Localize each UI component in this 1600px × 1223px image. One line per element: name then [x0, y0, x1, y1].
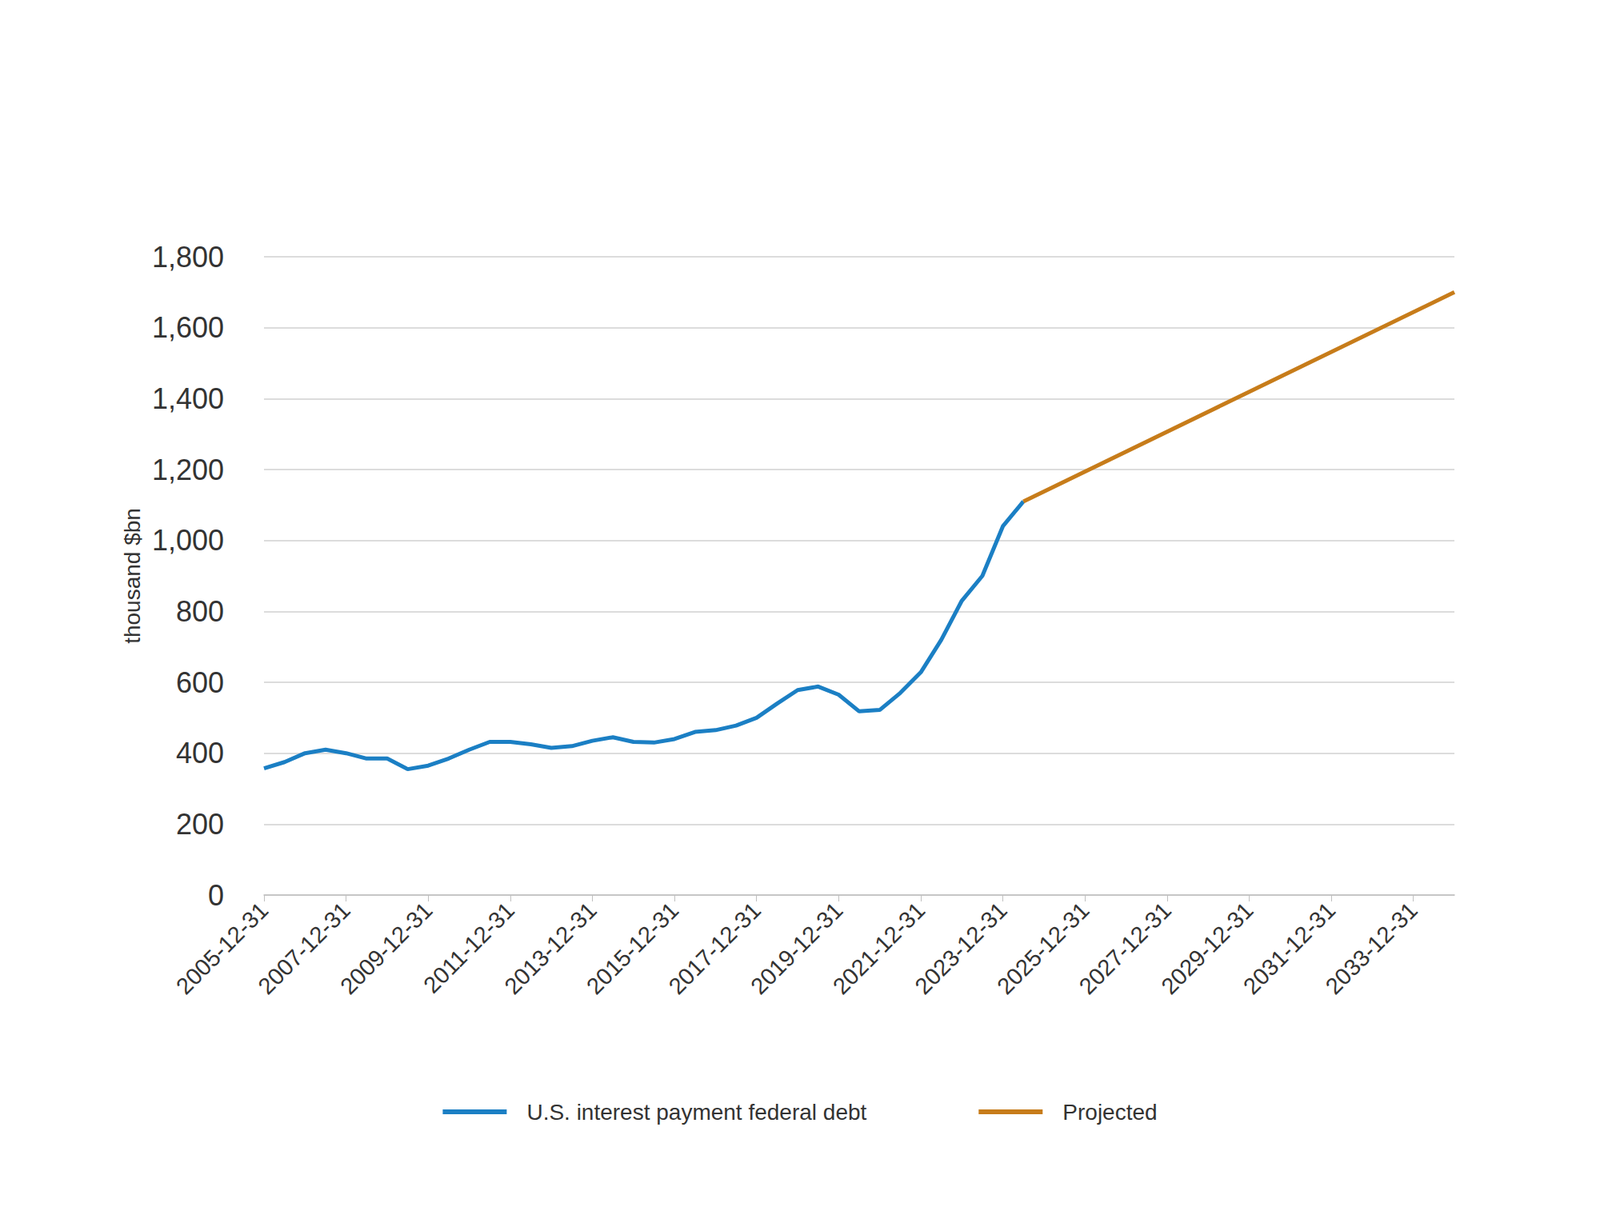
svg-text:2025-12-31: 2025-12-31 [992, 897, 1094, 1000]
svg-text:2005-12-31: 2005-12-31 [171, 897, 274, 1000]
svg-text:200: 200 [176, 808, 224, 841]
svg-text:U.S. interest payment federal: U.S. interest payment federal debt [526, 1100, 867, 1125]
svg-text:thousand $bn: thousand $bn [120, 508, 145, 644]
svg-text:2031-12-31: 2031-12-31 [1238, 897, 1341, 1000]
svg-text:1,600: 1,600 [152, 311, 224, 344]
svg-text:2015-12-31: 2015-12-31 [581, 897, 684, 1000]
svg-text:2007-12-31: 2007-12-31 [253, 897, 356, 1000]
svg-text:2017-12-31: 2017-12-31 [663, 897, 766, 1000]
svg-text:800: 800 [176, 595, 224, 628]
svg-text:Projected: Projected [1062, 1100, 1157, 1125]
svg-text:2019-12-31: 2019-12-31 [745, 897, 848, 1000]
svg-text:2029-12-31: 2029-12-31 [1156, 897, 1259, 1000]
svg-text:1,000: 1,000 [152, 524, 224, 557]
svg-text:2009-12-31: 2009-12-31 [335, 897, 438, 1000]
svg-text:2011-12-31: 2011-12-31 [418, 897, 520, 999]
svg-text:1,400: 1,400 [152, 382, 224, 416]
svg-text:2013-12-31: 2013-12-31 [499, 897, 602, 1000]
svg-text:2033-12-31: 2033-12-31 [1320, 897, 1423, 1000]
svg-text:0: 0 [208, 879, 224, 912]
svg-text:2027-12-31: 2027-12-31 [1074, 897, 1177, 1000]
svg-text:1,800: 1,800 [152, 240, 224, 274]
svg-text:400: 400 [176, 736, 224, 770]
svg-text:2023-12-31: 2023-12-31 [909, 897, 1012, 1000]
svg-text:2021-12-31: 2021-12-31 [827, 897, 930, 1000]
svg-text:600: 600 [176, 666, 224, 700]
svg-text:1,200: 1,200 [152, 453, 224, 487]
